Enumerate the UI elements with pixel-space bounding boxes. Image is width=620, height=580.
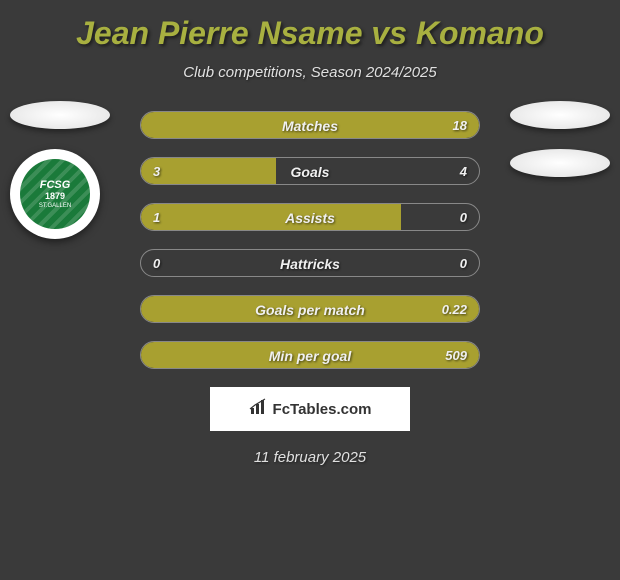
stat-label: Matches bbox=[141, 112, 479, 139]
left-player-badges: FCSG 1879 ST.GALLEN bbox=[10, 101, 110, 239]
club-logo-inner: FCSG 1879 ST.GALLEN bbox=[20, 159, 90, 229]
stat-label: Min per goal bbox=[141, 342, 479, 369]
date-text: 11 february 2025 bbox=[0, 449, 620, 466]
comparison-title: Jean Pierre Nsame vs Komano bbox=[0, 15, 620, 52]
chart-icon bbox=[249, 398, 267, 421]
stat-value-right: 4 bbox=[460, 158, 467, 185]
stat-bar: Min per goal509 bbox=[140, 341, 480, 369]
club-badge-placeholder bbox=[510, 149, 610, 177]
player-badge-placeholder bbox=[510, 101, 610, 129]
club-logo-fcsg: FCSG 1879 ST.GALLEN bbox=[10, 149, 100, 239]
stat-value-right: 18 bbox=[453, 112, 467, 139]
stat-label: Hattricks bbox=[141, 250, 479, 277]
watermark-box: FcTables.com bbox=[210, 387, 410, 431]
stat-value-left: 3 bbox=[153, 158, 160, 185]
stat-bar: Assists1 0 bbox=[140, 203, 480, 231]
right-player-badges bbox=[510, 101, 610, 197]
club-city: ST.GALLEN bbox=[39, 203, 71, 209]
club-abbrev: FCSG bbox=[40, 179, 71, 191]
stat-label: Goals per match bbox=[141, 296, 479, 323]
stat-value-right: 0 bbox=[460, 204, 467, 231]
stat-bar: Goals per match0.22 bbox=[140, 295, 480, 323]
stats-column: Matches18Goals34Assists10Hattricks00Goal… bbox=[140, 111, 480, 369]
stat-value-right: 0 bbox=[460, 250, 467, 277]
stat-bar: Hattricks0 0 bbox=[140, 249, 480, 277]
club-year: 1879 bbox=[45, 191, 65, 201]
main-area: FCSG 1879 ST.GALLEN Matches18 Goals3 4 Assi… bbox=[0, 111, 620, 466]
stat-bar: Matches18 bbox=[140, 111, 480, 139]
stat-value-left: 0 bbox=[153, 250, 160, 277]
stat-value-right: 509 bbox=[445, 342, 467, 369]
stat-value-right: 0.22 bbox=[442, 296, 467, 323]
stat-label: Assists bbox=[141, 204, 479, 231]
watermark-text: FcTables.com bbox=[273, 401, 372, 418]
comparison-subtitle: Club competitions, Season 2024/2025 bbox=[0, 64, 620, 81]
stat-bar: Goals3 4 bbox=[140, 157, 480, 185]
stat-label: Goals bbox=[141, 158, 479, 185]
infographic-container: Jean Pierre Nsame vs Komano Club competi… bbox=[0, 0, 620, 476]
stat-value-left: 1 bbox=[153, 204, 160, 231]
player-badge-placeholder bbox=[10, 101, 110, 129]
